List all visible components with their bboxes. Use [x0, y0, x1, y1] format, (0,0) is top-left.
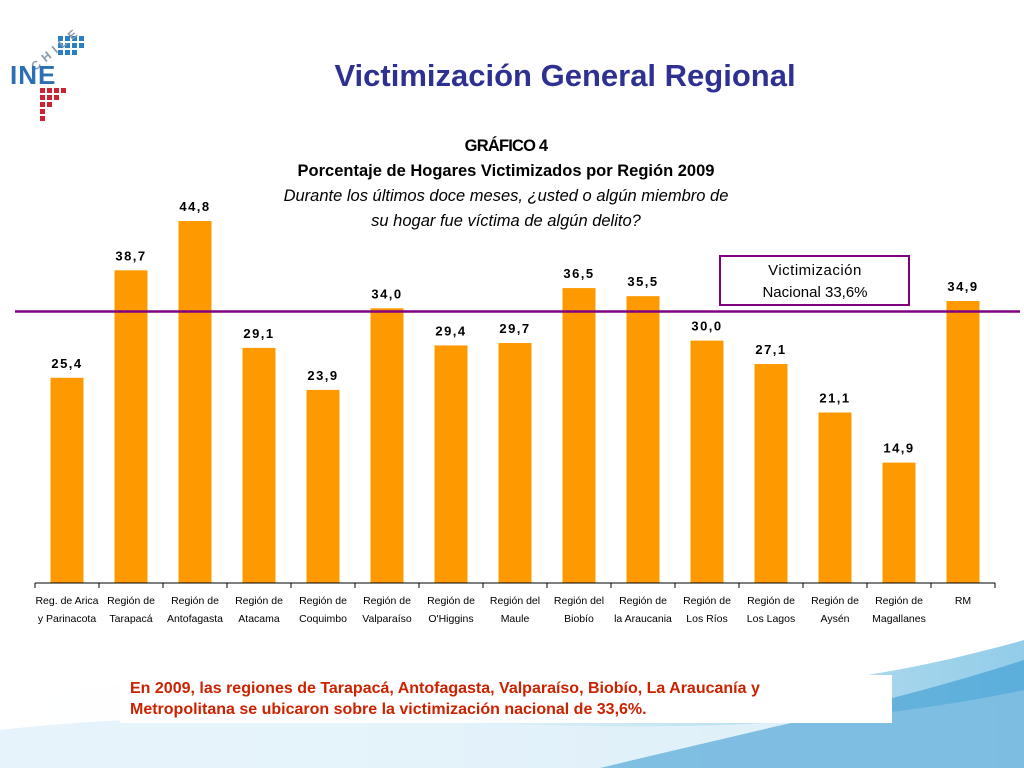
reference-label-box: [719, 255, 910, 306]
bar-4: [306, 389, 340, 583]
value-label-7: 29,7: [499, 321, 530, 336]
category-label-4-line1: Región de: [299, 595, 347, 607]
bar-6: [434, 345, 468, 583]
value-label-11: 27,1: [755, 342, 786, 357]
category-label-12-line2: Aysén: [821, 613, 850, 625]
category-label-10-line1: Región de: [683, 595, 731, 607]
category-label-12-line1: Región de: [811, 595, 859, 607]
value-label-12: 21,1: [819, 391, 850, 406]
category-label-0-line2: y Parinacota: [38, 613, 97, 625]
value-label-14: 34,9: [947, 279, 978, 294]
value-label-4: 23,9: [307, 368, 338, 383]
chart-question-line2: su hogar fue víctima de algún delito?: [371, 212, 641, 230]
category-label-11-line1: Región de: [747, 595, 795, 607]
bar-3: [242, 347, 276, 583]
bar-10: [690, 340, 724, 583]
reference-label-line2: Nacional 33,6%: [762, 284, 867, 301]
category-label-3-line2: Atacama: [238, 613, 280, 625]
category-label-5-line2: Valparaíso: [362, 613, 412, 625]
category-label-8-line2: Biobío: [564, 613, 594, 625]
category-label-6-line1: Región de: [427, 595, 475, 607]
bar-12: [818, 412, 852, 583]
value-label-2: 44,8: [179, 199, 210, 214]
category-label-11-line2: Los Lagos: [747, 613, 795, 625]
category-label-10-line2: Los Ríos: [686, 613, 727, 625]
value-label-0: 25,4: [51, 356, 82, 371]
bar-7: [498, 343, 532, 583]
value-label-8: 36,5: [563, 266, 594, 281]
category-label-13-line2: Magallanes: [872, 613, 926, 625]
bar-9: [626, 296, 660, 583]
bar-13: [882, 462, 916, 583]
category-label-6-line2: O'Higgins: [428, 613, 473, 625]
value-label-5: 34,0: [371, 286, 402, 301]
category-label-1-line2: Tarapacá: [109, 613, 152, 625]
bar-8: [562, 288, 596, 583]
summary-note: En 2009, las regiones de Tarapacá, Antof…: [120, 675, 892, 723]
category-label-3-line1: Región de: [235, 595, 283, 607]
category-label-4-line2: Coquimbo: [299, 613, 347, 625]
value-label-1: 38,7: [115, 248, 146, 263]
category-label-1-line1: Región de: [107, 595, 155, 607]
chart-question-line1: Durante los últimos doce meses, ¿usted o…: [284, 187, 729, 205]
category-label-0-line1: Reg. de Arica: [35, 595, 98, 607]
category-label-2-line2: Antofagasta: [167, 613, 223, 625]
logo-brand: INE: [10, 60, 56, 90]
category-label-7-line2: Maule: [501, 613, 530, 625]
category-label-14-line1: RM: [955, 595, 971, 607]
bar-0: [50, 377, 84, 583]
bar-1: [114, 270, 148, 583]
bar-14: [946, 301, 980, 583]
bar-5: [370, 308, 404, 583]
value-label-3: 29,1: [243, 326, 274, 341]
logo-dots: [58, 36, 84, 55]
category-label-9-line1: Región de: [619, 595, 667, 607]
slide-title: Victimización General Regional: [334, 58, 796, 93]
value-label-13: 14,9: [883, 441, 914, 456]
ine-chile-logo: CHILE INE: [10, 24, 84, 121]
bar-2: [178, 221, 212, 584]
category-label-2-line1: Región de: [171, 595, 219, 607]
value-label-10: 30,0: [691, 319, 722, 334]
chart-title: GRÁFICO 4: [465, 136, 549, 155]
bar-11: [754, 364, 788, 583]
chart-subtitle: Porcentaje de Hogares Victimizados por R…: [298, 162, 715, 180]
bar-chart: GRÁFICO 4 Porcentaje de Hogares Victimiz…: [15, 136, 1020, 625]
value-label-9: 35,5: [627, 274, 658, 289]
category-label-13-line1: Región de: [875, 595, 923, 607]
reference-label-line1: Victimización: [768, 262, 862, 279]
category-label-8-line1: Región del: [554, 595, 604, 607]
category-label-5-line1: Región de: [363, 595, 411, 607]
summary-note-line1: En 2009, las regiones de Tarapacá, Antof…: [130, 680, 760, 697]
value-label-6: 29,4: [435, 323, 466, 338]
category-label-9-line2: la Araucania: [614, 613, 672, 625]
summary-note-line2: Metropolitana se ubicaron sobre la victi…: [130, 701, 647, 718]
category-label-7-line1: Región del: [490, 595, 540, 607]
